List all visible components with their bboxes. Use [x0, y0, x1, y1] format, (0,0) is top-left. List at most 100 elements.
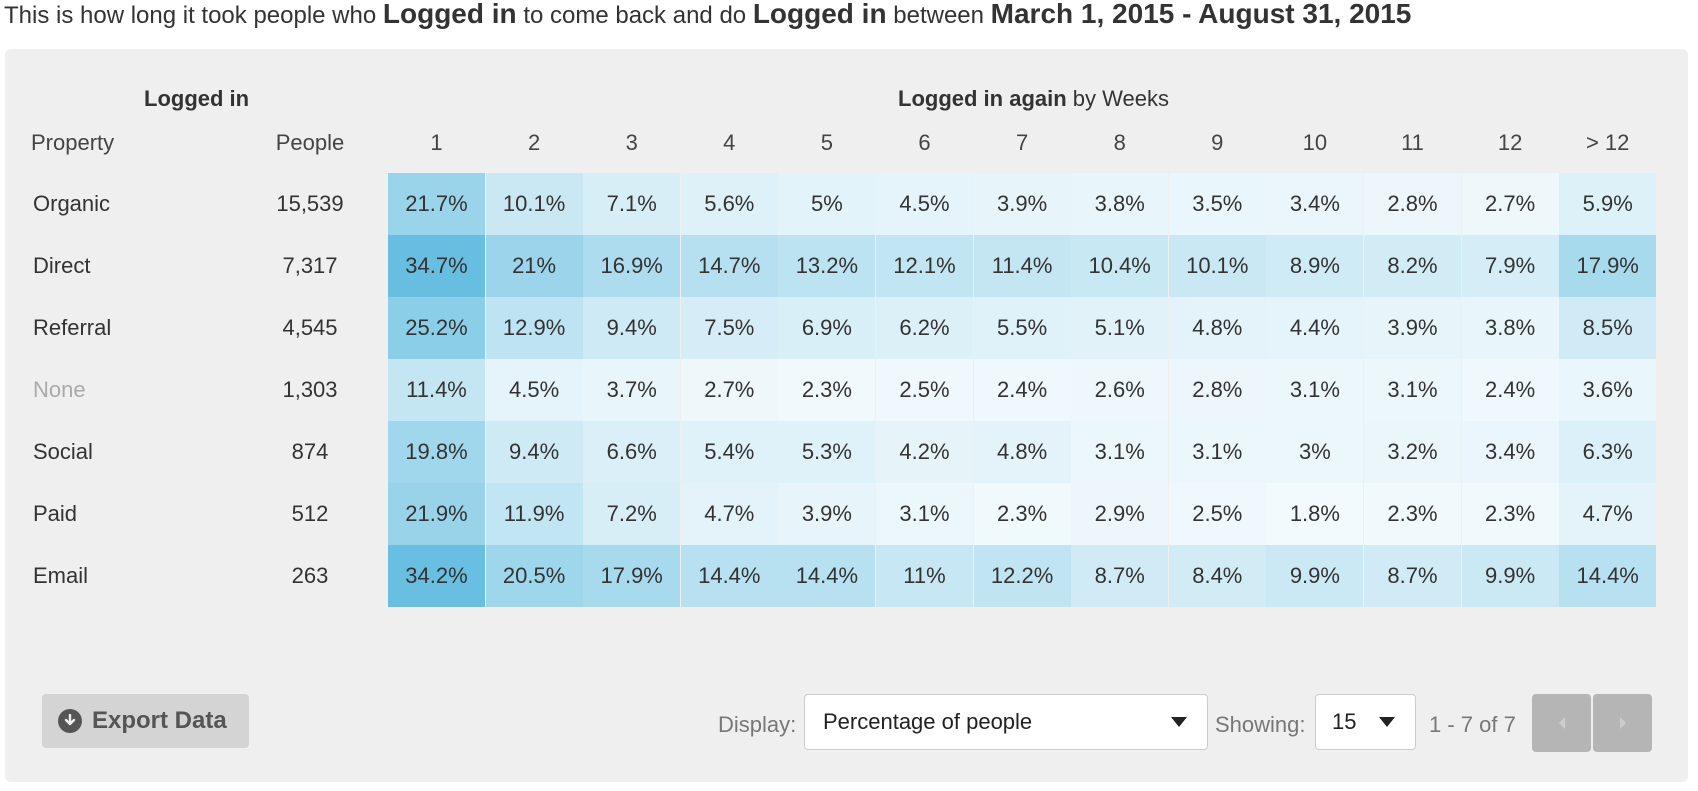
showing-select[interactable]: 15: [1315, 694, 1416, 750]
retention-cell: 6.2%: [876, 297, 973, 359]
column-header-week: 3: [625, 130, 638, 155]
people-count: 874: [291, 439, 329, 464]
retention-cell: 12.1%: [876, 235, 973, 297]
retention-cell: 5.5%: [973, 297, 1071, 359]
retention-cell: 11.9%: [485, 483, 583, 545]
retention-cell: 9.9%: [1266, 545, 1364, 607]
row-label: None: [33, 377, 86, 402]
column-header-week: > 12: [1585, 130, 1630, 155]
people-count: 15,539: [276, 191, 344, 216]
retention-cell: 2.8%: [1168, 359, 1266, 421]
retention-cell: 6.3%: [1559, 421, 1657, 483]
retention-cell: 3.2%: [1364, 421, 1461, 483]
retention-cell: 17.9%: [583, 545, 681, 607]
display-select[interactable]: Percentage of people: [804, 694, 1208, 750]
column-header-week: 10: [1302, 130, 1328, 155]
retention-cell: 2.5%: [876, 359, 973, 421]
retention-cell: 9.4%: [485, 421, 583, 483]
retention-cell: 14.4%: [778, 545, 876, 607]
retention-cell: 2.3%: [973, 483, 1071, 545]
column-header-week: 1: [430, 130, 443, 155]
retention-cell: 4.8%: [973, 421, 1071, 483]
headline-text-2: to come back and do: [516, 2, 753, 29]
retention-cell: 8.4%: [1168, 545, 1266, 607]
retention-cell: 8.9%: [1266, 235, 1364, 297]
retention-cell: 4.5%: [876, 173, 973, 235]
retention-cell: 8.2%: [1364, 235, 1461, 297]
retention-cell: 4.7%: [1559, 483, 1657, 545]
column-header-week: 4: [723, 130, 736, 155]
retention-cell: 2.3%: [1364, 483, 1461, 545]
right-group-header: Logged in again by Weeks: [898, 86, 1169, 111]
retention-cell: 3%: [1266, 421, 1364, 483]
retention-cell: 13.2%: [778, 235, 876, 297]
retention-cell: 20.5%: [485, 545, 583, 607]
row-label: Organic: [33, 191, 111, 216]
retention-cell: 5.4%: [680, 421, 778, 483]
retention-cell: 10.1%: [1168, 235, 1266, 297]
column-header-week: 6: [918, 130, 931, 155]
retention-cell: 14.4%: [680, 545, 778, 607]
column-header-week: 8: [1113, 130, 1126, 155]
headline: This is how long it took people who Logg…: [4, 0, 1411, 30]
showing-label: Showing:: [1215, 712, 1306, 737]
retention-cell: 2.6%: [1071, 359, 1169, 421]
row-label: Direct: [33, 253, 91, 278]
retention-cell: 3.9%: [1364, 297, 1461, 359]
retention-cell: 5.3%: [778, 421, 876, 483]
retention-cell: 8.7%: [1071, 545, 1169, 607]
retention-cell: 3.7%: [583, 359, 681, 421]
retention-cell: 3.1%: [1364, 359, 1461, 421]
retention-cell: 2.4%: [1461, 359, 1559, 421]
chevron-down-icon: [1379, 717, 1395, 727]
retention-cell: 4.4%: [1266, 297, 1364, 359]
retention-cell: 4.7%: [680, 483, 778, 545]
retention-cell: 8.5%: [1559, 297, 1657, 359]
pagination-range: 1 - 7 of 7: [1429, 712, 1516, 737]
people-count: 1,303: [282, 377, 338, 402]
retention-cell: 2.9%: [1071, 483, 1169, 545]
retention-cell: 9.4%: [583, 297, 681, 359]
export-data-button[interactable]: Export Data: [42, 694, 249, 748]
retention-cell: 6.9%: [778, 297, 876, 359]
previous-page-button[interactable]: [1532, 694, 1591, 752]
retention-cell: 19.8%: [388, 421, 485, 483]
retention-cell: 12.2%: [973, 545, 1071, 607]
retention-cell: 14.4%: [1559, 545, 1657, 607]
retention-cell: 4.8%: [1168, 297, 1266, 359]
retention-cell: 11.4%: [388, 359, 485, 421]
column-header-week: 12: [1497, 130, 1523, 155]
retention-cell: 3.1%: [876, 483, 973, 545]
people-count: 4,545: [282, 315, 338, 340]
retention-cell: 3.4%: [1461, 421, 1559, 483]
retention-cell: 2.3%: [778, 359, 876, 421]
retention-cell: 2.3%: [1461, 483, 1559, 545]
retention-cell: 3.9%: [973, 173, 1071, 235]
column-header-week: 11: [1401, 130, 1424, 155]
column-header-people: People: [275, 130, 345, 155]
retention-cell: 4.2%: [876, 421, 973, 483]
people-count: 512: [291, 501, 329, 526]
retention-cell: 17.9%: [1559, 235, 1657, 297]
next-page-button[interactable]: [1593, 694, 1652, 752]
column-header-week: 2: [527, 130, 541, 155]
column-header-week: 9: [1211, 130, 1224, 155]
retention-cell: 7.9%: [1461, 235, 1559, 297]
people-count: 263: [291, 563, 329, 588]
column-header-property: Property: [31, 130, 115, 155]
retention-cell: 12.9%: [485, 297, 583, 359]
display-label: Display:: [718, 712, 797, 737]
retention-cell: 3.1%: [1071, 421, 1169, 483]
row-label: Paid: [33, 501, 78, 526]
column-header-week: 7: [1015, 130, 1029, 155]
retention-cell: 8.7%: [1364, 545, 1461, 607]
retention-cell: 3.8%: [1071, 173, 1169, 235]
retention-cell: 5.9%: [1559, 173, 1657, 235]
retention-cell: 5%: [778, 173, 876, 235]
retention-cell: 21.9%: [388, 483, 485, 545]
chevron-left-icon: [1558, 717, 1565, 729]
retention-cell: 3.9%: [778, 483, 876, 545]
row-label: Email: [33, 563, 89, 588]
column-header-week: 5: [820, 130, 834, 155]
retention-cell: 21.7%: [388, 173, 485, 235]
